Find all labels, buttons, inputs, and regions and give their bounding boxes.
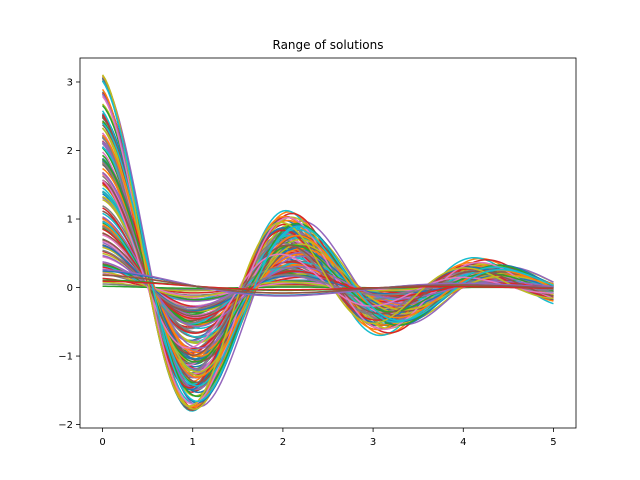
solution-line-155 bbox=[102, 274, 554, 294]
x-tick-label: 5 bbox=[550, 437, 556, 448]
solution-line-138 bbox=[101, 127, 554, 373]
x-tick-label: 0 bbox=[99, 437, 105, 448]
solution-line-136 bbox=[101, 95, 554, 405]
solution-line-149 bbox=[101, 80, 554, 403]
y-tick-label: 1 bbox=[67, 215, 73, 226]
x-tick-label: 1 bbox=[190, 437, 196, 448]
plot-frame bbox=[79, 57, 577, 429]
solution-line-146 bbox=[102, 179, 554, 349]
solution-line-154 bbox=[102, 268, 554, 297]
solution-line-148 bbox=[101, 74, 554, 407]
series-lines bbox=[101, 74, 554, 412]
solution-line-153 bbox=[102, 280, 554, 291]
y-tick-label: 3 bbox=[67, 77, 73, 88]
x-tick-label: 2 bbox=[280, 437, 286, 448]
y-tick-label: −2 bbox=[58, 420, 73, 431]
y-tick-label: 0 bbox=[67, 283, 73, 294]
y-tick-label: 2 bbox=[67, 146, 73, 157]
chart-title: Range of solutions bbox=[273, 38, 384, 52]
y-axis-ticks: −2 −1 0 1 2 3 bbox=[58, 77, 80, 431]
solution-line-145 bbox=[102, 179, 554, 356]
x-axis-ticks: 0 1 2 3 4 5 bbox=[99, 428, 557, 448]
x-tick-label: 3 bbox=[370, 437, 376, 448]
x-tick-label: 4 bbox=[460, 437, 466, 448]
solution-line-141 bbox=[102, 134, 554, 378]
y-tick-label: −1 bbox=[58, 352, 73, 363]
